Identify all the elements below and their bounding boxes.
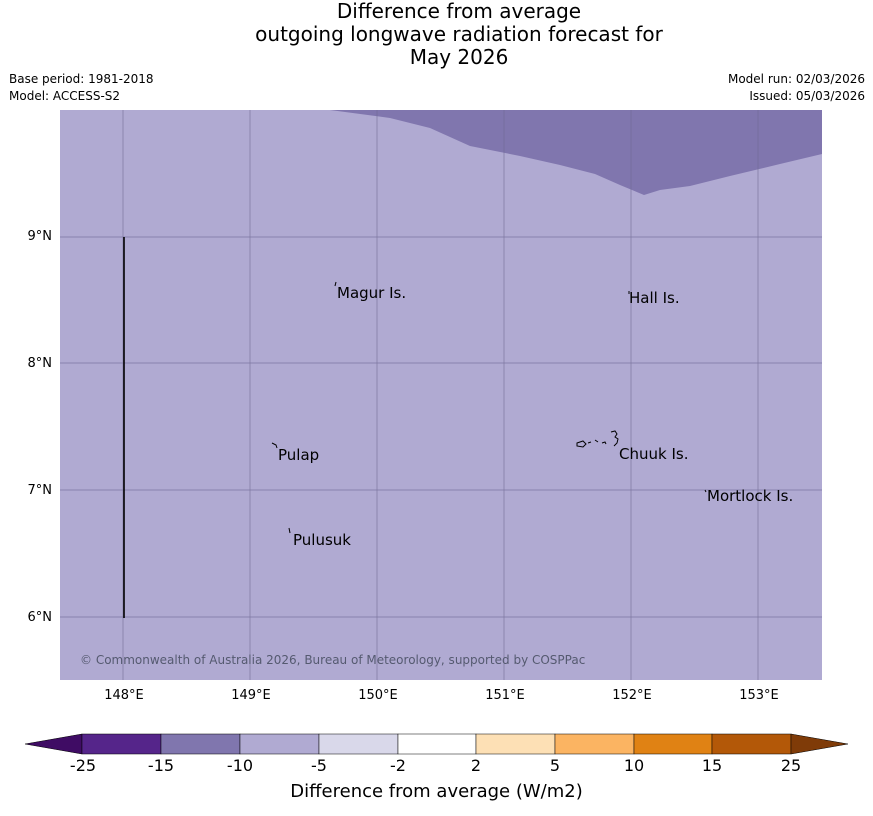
anomaly-region-upper (330, 110, 822, 195)
colorbar-segment-9 (711, 733, 792, 755)
island-chuuk-1 (576, 440, 587, 448)
lat-label-8n: 8°N (27, 356, 53, 371)
lon-label-149e: 149°E (231, 688, 271, 703)
island-mortlock (704, 489, 707, 493)
lon-label-153e: 153°E (739, 688, 779, 703)
title-line-1: Difference from average (336, 0, 582, 23)
chart-title: Difference from average outgoing longwav… (0, 0, 873, 69)
colorbar-tick-3: -10 (226, 756, 254, 775)
island-chuuk-reef (610, 430, 619, 447)
title-line-2: outgoing longwave radiation forecast for (255, 22, 663, 46)
model-name: Model: ACCESS-S2 (9, 89, 121, 103)
place-label-magur: Magur Is. (337, 284, 407, 302)
lon-label-150e: 150°E (358, 688, 398, 703)
base-period: Base period: 1981-2018 (9, 72, 154, 86)
graticule (60, 110, 822, 680)
colorbar-segment-4 (318, 733, 399, 755)
place-label-pulusuk: Pulusuk (293, 531, 351, 549)
colorbar-tick-1: -25 (69, 756, 97, 775)
island-chuuk-4 (601, 441, 607, 445)
island-outlines (271, 281, 707, 534)
colorbar-segment-8 (633, 733, 713, 755)
colorbar-label: Difference from average (W/m2) (290, 781, 583, 802)
island-chuuk-2 (587, 441, 592, 444)
anomaly-region-main (60, 110, 822, 680)
copyright-notice: © Commonwealth of Australia 2026, Bureau… (80, 653, 586, 667)
lat-label-6n: 6°N (27, 610, 53, 625)
colorbar-segment-6 (475, 733, 556, 755)
colorbar-tick-2: -15 (147, 756, 175, 775)
meta-left: Base period: 1981-2018 Model: ACCESS-S2 (9, 71, 154, 105)
colorbar (24, 733, 849, 759)
colorbar-graphic (24, 733, 849, 755)
colorbar-tick-6: 2 (470, 756, 482, 775)
place-label-hall: Hall Is. (629, 289, 680, 307)
map-canvas (60, 110, 822, 680)
island-chuuk-3 (594, 439, 599, 443)
colorbar-segment-2 (160, 733, 241, 755)
island-magur (334, 281, 337, 287)
place-label-chuuk: Chuuk Is. (619, 445, 689, 463)
lon-label-151e: 151°E (485, 688, 525, 703)
issued-date: Issued: 05/03/2026 (749, 89, 865, 103)
colorbar-tick-9: 15 (701, 756, 723, 775)
map-area[interactable] (60, 110, 822, 680)
colorbar-tick-5: -2 (390, 756, 406, 775)
colorbar-tick-8: 10 (623, 756, 645, 775)
meta-right: Model run: 02/03/2026 Issued: 05/03/2026 (728, 71, 865, 105)
lon-label-152e: 152°E (612, 688, 652, 703)
colorbar-tick-7: 5 (549, 756, 561, 775)
place-label-mortlock: Mortlock Is. (707, 487, 794, 505)
colorbar-segment-7 (554, 733, 635, 755)
colorbar-segment-1 (81, 733, 162, 755)
colorbar-segment-5 (397, 733, 477, 755)
model-run: Model run: 02/03/2026 (727, 72, 865, 86)
place-label-pulap: Pulap (278, 446, 320, 464)
colorbar-extend-low (24, 733, 83, 755)
lat-label-7n: 7°N (27, 483, 53, 498)
colorbar-segment-3 (239, 733, 320, 755)
colorbar-tick-10: 25 (780, 756, 802, 775)
title-line-3: May 2026 (409, 45, 509, 69)
colorbar-extend-high (790, 733, 849, 755)
island-pulap (271, 442, 278, 449)
colorbar-tick-4: -5 (311, 756, 327, 775)
lon-label-148e: 148°E (104, 688, 144, 703)
lat-label-9n: 9°N (27, 229, 53, 244)
island-pulusuk (288, 527, 291, 534)
